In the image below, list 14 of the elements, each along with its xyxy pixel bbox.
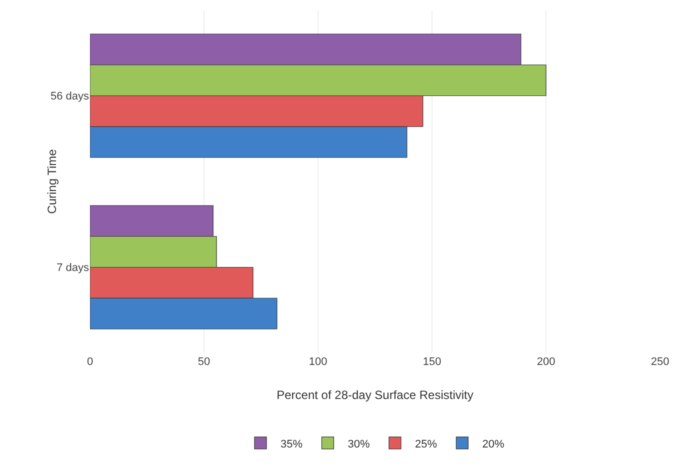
x-tick-label: 250	[650, 356, 670, 368]
y-axis-title: Curing Time	[45, 148, 59, 214]
legend-label: 25%	[414, 438, 438, 450]
y-tick-label: 7 days	[56, 262, 90, 274]
x-tick-label: 0	[86, 356, 94, 368]
legend-label: 20%	[482, 438, 504, 450]
legend-label: 35%	[280, 438, 303, 450]
x-axis-title: Percent of 28-day Surface Resistivity	[276, 388, 474, 402]
y-tick-label: 56 days	[50, 90, 90, 103]
x-tick-label: 200	[536, 356, 556, 368]
legend-label: 30%	[348, 438, 370, 450]
x-tick-label: 100	[308, 356, 328, 368]
x-tick-label: 150	[422, 356, 442, 368]
x-tick-label: 50	[198, 356, 210, 368]
